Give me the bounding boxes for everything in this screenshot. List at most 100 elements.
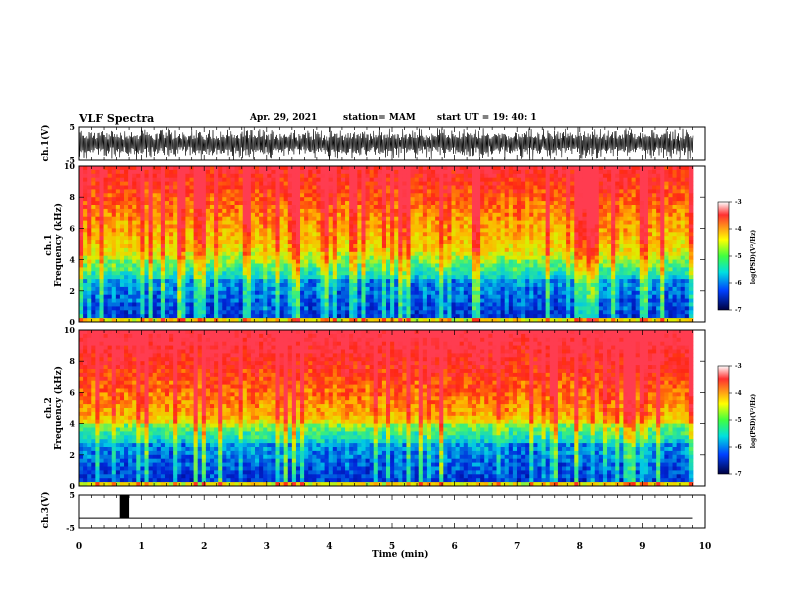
spectrogram-cell xyxy=(288,267,292,271)
spectrogram-cell xyxy=(468,303,472,307)
spectrogram-cell xyxy=(394,221,398,225)
spectrogram-cell xyxy=(116,225,120,229)
spectrogram-cell xyxy=(509,182,513,186)
spectrogram-cell xyxy=(513,275,517,279)
spectrogram-cell xyxy=(79,275,83,279)
spectrogram-cell xyxy=(406,228,410,232)
spectrogram-cell xyxy=(312,271,316,275)
spectrogram-cell xyxy=(406,275,410,279)
spectrogram-cell xyxy=(509,178,513,182)
spectrogram-cell xyxy=(431,299,435,303)
spectrogram-cell xyxy=(402,306,406,310)
spectrogram-cell xyxy=(537,264,541,268)
spectrogram-cell xyxy=(255,221,259,225)
spectrogram-cell xyxy=(128,209,132,213)
spectrogram-cell xyxy=(509,186,513,190)
spectrogram-cell xyxy=(185,170,189,174)
spectrogram-cell xyxy=(406,225,410,229)
spectrogram-cell xyxy=(124,256,128,260)
spectrogram-cell xyxy=(300,314,304,318)
spectrogram-cell xyxy=(587,271,591,275)
spectrogram-cell xyxy=(566,299,570,303)
spectrogram-cell xyxy=(533,244,537,248)
spectrogram-cell xyxy=(222,236,226,240)
spectrogram-cell xyxy=(382,193,386,197)
spectrogram-cell xyxy=(104,275,108,279)
spectrogram-cell xyxy=(497,267,501,271)
spectrogram-cell xyxy=(177,178,181,182)
spectrogram-cell xyxy=(239,287,243,291)
spectrogram-cell xyxy=(497,244,501,248)
spectrogram-cell xyxy=(578,201,582,205)
spectrogram-cell xyxy=(185,256,189,260)
spectrogram-cell xyxy=(558,287,562,291)
spectrogram-cell xyxy=(280,193,284,197)
spectrogram-cell xyxy=(255,310,259,314)
spectrogram-cell xyxy=(353,291,357,295)
spectrogram-cell xyxy=(194,221,198,225)
spectrogram-cell xyxy=(456,260,460,264)
spectrogram-cell xyxy=(406,189,410,193)
spectrogram-cell xyxy=(366,166,370,170)
spectrogram-cell xyxy=(128,252,132,256)
spectrogram-cell xyxy=(206,221,210,225)
spectrogram-cell xyxy=(366,209,370,213)
spectrogram-cell xyxy=(190,240,194,244)
spectrogram-cell xyxy=(509,240,513,244)
spectrogram-cell xyxy=(353,271,357,275)
spectrogram-cell xyxy=(194,267,198,271)
spectrogram-cell xyxy=(259,232,263,236)
spectrogram-cell xyxy=(509,221,513,225)
spectrogram-cell xyxy=(140,306,144,310)
spectrogram-cell xyxy=(235,275,239,279)
spectrogram-cell xyxy=(284,310,288,314)
spectrogram-cell xyxy=(259,279,263,283)
spectrogram-cell xyxy=(116,287,120,291)
spectrogram-cell xyxy=(312,197,316,201)
spectrogram-cell xyxy=(497,236,501,240)
spectrogram-cell xyxy=(321,240,325,244)
spectrogram-cell xyxy=(562,213,566,217)
spectrogram-cell xyxy=(144,244,148,248)
spectrogram-cell xyxy=(345,267,349,271)
spectrogram-cell xyxy=(497,240,501,244)
spectrogram-cell xyxy=(214,256,218,260)
spectrogram-cell xyxy=(153,232,157,236)
spectrogram-cell xyxy=(79,221,83,225)
spectrogram-cell xyxy=(177,279,181,283)
spectrogram-cell xyxy=(218,244,222,248)
spectrogram-cell xyxy=(214,197,218,201)
spectrogram-cell xyxy=(497,252,501,256)
spectrogram-cell xyxy=(460,275,464,279)
spectrogram-cell xyxy=(247,209,251,213)
spectrogram-cell xyxy=(550,193,554,197)
spectrogram-cell xyxy=(488,228,492,232)
spectrogram-cell xyxy=(488,275,492,279)
spectrogram-cell xyxy=(398,178,402,182)
spectrogram-cell xyxy=(378,228,382,232)
spectrogram-cell xyxy=(161,221,165,225)
spectrogram-cell xyxy=(140,291,144,295)
spectrogram-cell xyxy=(99,209,103,213)
spectrogram-cell xyxy=(95,170,99,174)
spectrogram-cell xyxy=(108,287,112,291)
spectrogram-cell xyxy=(116,182,120,186)
spectrogram-cell xyxy=(558,197,562,201)
spectrogram-cell xyxy=(525,264,529,268)
spectrogram-cell xyxy=(206,314,210,318)
spectrogram-cell xyxy=(574,221,578,225)
spectrogram-cell xyxy=(349,295,353,299)
spectrogram-cell xyxy=(554,291,558,295)
spectrogram-cell xyxy=(153,248,157,252)
spectrogram-cell xyxy=(554,193,558,197)
spectrogram-cell xyxy=(542,279,546,283)
spectrogram-cell xyxy=(370,271,374,275)
spectrogram-cell xyxy=(431,279,435,283)
spectrogram-cell xyxy=(99,291,103,295)
spectrogram-cell xyxy=(243,303,247,307)
spectrogram-cell xyxy=(509,314,513,318)
spectrogram-cell xyxy=(554,174,558,178)
spectrogram-cell xyxy=(472,267,476,271)
spectrogram-cell xyxy=(337,303,341,307)
spectrogram-cell xyxy=(329,193,333,197)
